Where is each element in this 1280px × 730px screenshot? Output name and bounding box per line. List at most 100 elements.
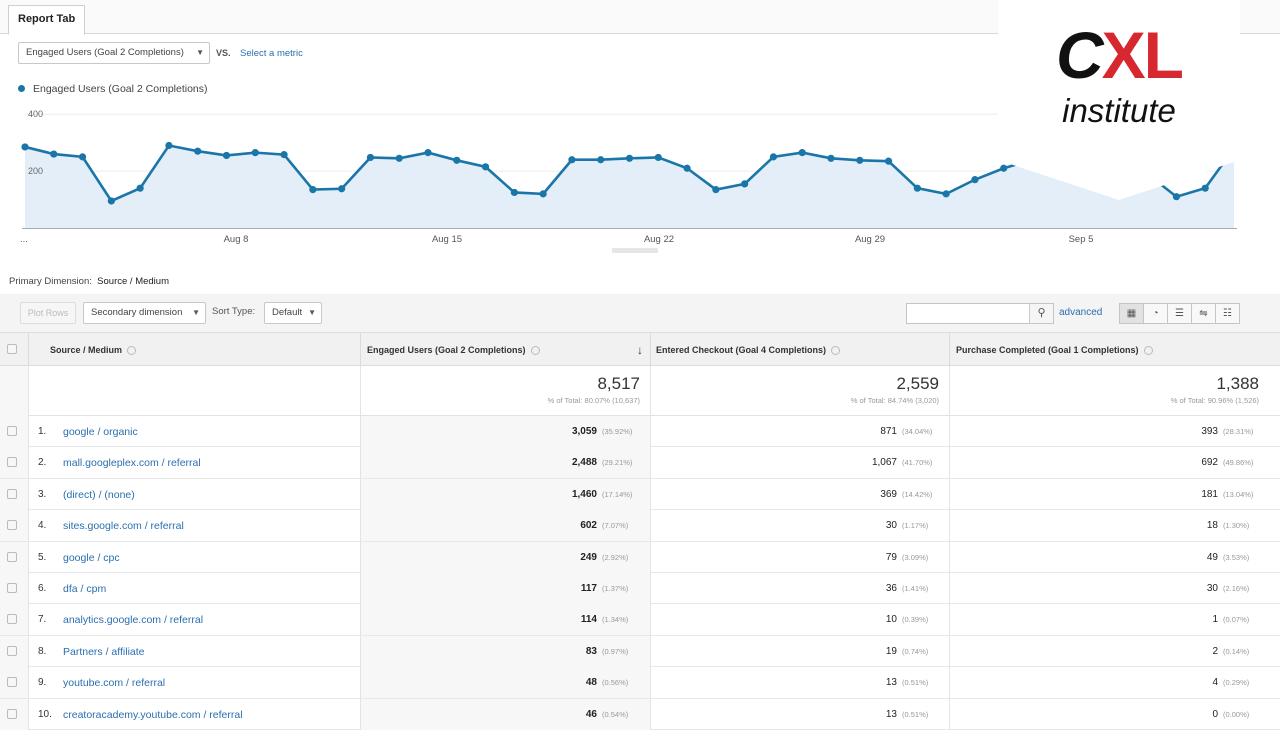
row-checkbox[interactable] xyxy=(7,426,17,436)
data-point xyxy=(539,190,547,198)
source-medium-link[interactable]: (direct) / (none) xyxy=(63,488,135,501)
row-number: 7. xyxy=(38,614,47,626)
data-point xyxy=(568,156,576,164)
select-metric-link[interactable]: Select a metric xyxy=(240,48,303,59)
comparison-view-icon[interactable]: ⇋ xyxy=(1191,303,1216,324)
pivot-view-icon[interactable]: ☷ xyxy=(1215,303,1240,324)
sort-type-select[interactable]: Default ▼ xyxy=(264,302,322,324)
data-point xyxy=(78,153,87,161)
source-medium-link[interactable]: Partners / affiliate xyxy=(63,645,145,658)
purchase-cell: 49 (3.53%) xyxy=(1206,551,1250,563)
total-engaged-sub: % of Total: 80.07% (10,637) xyxy=(547,396,640,405)
table-row: 1. google / organic 3,059 (35.92%) 871 (34.04… xyxy=(0,416,1280,448)
help-icon[interactable] xyxy=(127,346,137,356)
secondary-dimension-select[interactable]: Secondary dimension ▼ xyxy=(83,302,206,324)
total-checkout-value: 2,559 xyxy=(896,374,939,393)
data-point xyxy=(942,190,950,198)
metric-selector-row: Engaged Users (Goal 2 Completions) ▼ VS.… xyxy=(18,42,1258,66)
sort-arrow-icon[interactable]: ↓ xyxy=(637,343,643,357)
metric-select[interactable]: Engaged Users (Goal 2 Completions) ▼ xyxy=(18,42,210,64)
source-medium-link[interactable]: analytics.google.com / referral xyxy=(63,614,204,627)
purchase-cell: 692 (49.86%) xyxy=(1201,457,1254,469)
row-checkbox[interactable] xyxy=(7,551,17,562)
purchase-cell: 2 (0.14%) xyxy=(1212,645,1250,657)
advanced-filter-link[interactable]: advanced xyxy=(1059,307,1103,318)
purchase-cell: 18 (1.30%) xyxy=(1206,520,1250,532)
row-checkbox[interactable] xyxy=(7,677,17,688)
row-number: 2. xyxy=(38,457,47,469)
table-search-input[interactable]: ⚲ xyxy=(906,303,1054,324)
total-engaged: 8,517 % of Total: 80.07% (10,637) xyxy=(360,366,650,416)
header-engaged[interactable]: Engaged Users (Goal 2 Completions) xyxy=(367,333,540,367)
purchase-cell: 4 (0.29%) xyxy=(1212,677,1250,689)
plot-rows-button[interactable]: Plot Rows xyxy=(20,302,76,324)
x-tick-label: Sep 5 xyxy=(1069,234,1094,245)
table-row: 10. creatoracademy.youtube.com / referral… xyxy=(0,698,1280,730)
source-medium-link[interactable]: sites.google.com / referral xyxy=(63,520,184,533)
source-medium-link[interactable]: creatoracademy.youtube.com / referral xyxy=(63,708,243,721)
source-medium-link[interactable]: mall.googleplex.com / referral xyxy=(63,457,201,470)
engaged-cell: 46 (0.54%) xyxy=(585,708,629,720)
source-medium-link[interactable]: dfa / cpm xyxy=(63,583,107,595)
row-number: 10. xyxy=(38,708,52,720)
source-medium-link[interactable]: google / cpc xyxy=(63,551,120,564)
data-point xyxy=(251,149,259,157)
data-point xyxy=(107,197,115,205)
row-checkbox[interactable] xyxy=(7,583,17,593)
table-view-icon[interactable]: ▦ xyxy=(1119,303,1144,324)
row-checkbox[interactable] xyxy=(7,645,17,656)
purchase-cell: 30 (2.16%) xyxy=(1206,583,1250,594)
pie-view-icon[interactable]: ◔ xyxy=(1143,303,1168,324)
primary-dimension-value[interactable]: Source / Medium xyxy=(97,276,169,287)
data-point xyxy=(194,147,202,155)
vs-label: VS. xyxy=(216,48,231,58)
total-checkout: 2,559 % of Total: 84.74% (3,020) xyxy=(650,366,949,416)
row-number: 8. xyxy=(38,645,47,657)
data-point xyxy=(1201,184,1209,192)
checkout-cell: 1,067 (41.70%) xyxy=(871,457,933,469)
row-checkbox[interactable] xyxy=(7,708,17,719)
row-checkbox[interactable] xyxy=(7,488,17,499)
engaged-cell: 48 (0.56%) xyxy=(585,677,629,689)
checkout-cell: 13 (0.51%) xyxy=(885,708,929,720)
row-number: 6. xyxy=(38,583,47,594)
engaged-cell: 117 (1.37%) xyxy=(580,583,629,594)
bar-view-icon[interactable]: ☰ xyxy=(1167,303,1192,324)
chart-resize-handle xyxy=(612,248,658,253)
secondary-dimension-label: Secondary dimension xyxy=(91,307,183,318)
header-source[interactable]: Source / Medium xyxy=(50,333,137,367)
row-checkbox[interactable] xyxy=(7,520,17,531)
data-point xyxy=(366,153,375,162)
data-point xyxy=(1172,193,1181,201)
header-purchase-label: Purchase Completed (Goal 1 Completions) xyxy=(956,345,1139,355)
logo-xl: XL xyxy=(1101,18,1184,92)
engaged-cell: 249 (2.92%) xyxy=(580,551,629,563)
header-purchase[interactable]: Purchase Completed (Goal 1 Completions) xyxy=(956,333,1153,367)
total-checkout-sub: % of Total: 84.74% (3,020) xyxy=(850,396,939,405)
table-row: 4. sites.google.com / referral 602 (7.07%) 3… xyxy=(0,510,1280,542)
tab-report[interactable]: Report Tab xyxy=(8,5,86,35)
source-medium-link[interactable]: youtube.com / referral xyxy=(63,677,166,690)
select-all-checkbox[interactable] xyxy=(7,344,17,354)
metric-select-value: Engaged Users (Goal 2 Completions) xyxy=(26,47,184,58)
search-icon[interactable]: ⚲ xyxy=(1029,304,1053,323)
data-point xyxy=(798,149,806,157)
table-row: 8. Partners / affiliate 83 (0.97%) 19 (0.74%)… xyxy=(0,635,1280,668)
header-checkout-label: Entered Checkout (Goal 4 Completions) xyxy=(656,345,827,355)
help-icon[interactable] xyxy=(831,346,841,356)
data-point xyxy=(395,154,403,162)
header-checkout[interactable]: Entered Checkout (Goal 4 Completions) xyxy=(656,333,841,367)
row-number: 3. xyxy=(38,488,47,500)
help-icon[interactable] xyxy=(1143,346,1153,356)
row-checkbox[interactable] xyxy=(7,457,17,468)
source-medium-link[interactable]: google / organic xyxy=(63,426,138,438)
engaged-cell: 114 (1.34%) xyxy=(580,614,629,626)
data-point xyxy=(913,184,921,192)
data-point xyxy=(625,154,634,162)
data-point xyxy=(453,156,461,164)
row-number: 9. xyxy=(38,677,47,689)
help-icon[interactable] xyxy=(530,346,540,356)
row-checkbox[interactable] xyxy=(7,614,17,625)
table-row: 7. analytics.google.com / referral 114 (1.3… xyxy=(0,604,1280,636)
x-tick-label: Aug 15 xyxy=(432,234,462,245)
